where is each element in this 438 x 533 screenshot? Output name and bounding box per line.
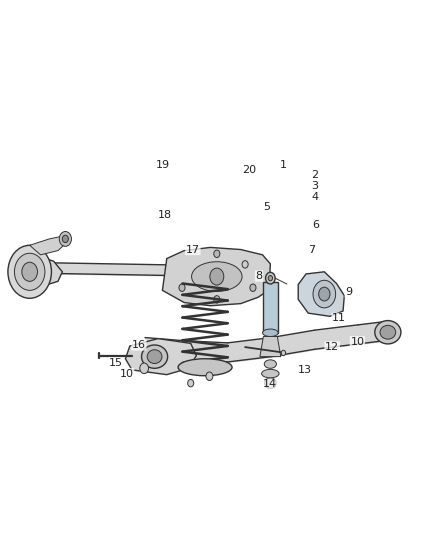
Ellipse shape	[191, 262, 242, 292]
Bar	[262, 282, 278, 333]
Circle shape	[8, 245, 51, 298]
Circle shape	[214, 296, 220, 303]
Circle shape	[14, 253, 45, 290]
Text: 13: 13	[298, 366, 312, 375]
Ellipse shape	[261, 369, 279, 378]
Circle shape	[281, 350, 286, 356]
Ellipse shape	[265, 378, 276, 389]
Circle shape	[206, 372, 213, 381]
Ellipse shape	[178, 272, 232, 289]
Ellipse shape	[264, 360, 276, 368]
Text: 11: 11	[332, 313, 346, 324]
Polygon shape	[30, 236, 67, 255]
Circle shape	[250, 284, 256, 292]
Text: 14: 14	[263, 379, 277, 389]
Text: 8: 8	[255, 271, 263, 281]
Circle shape	[319, 287, 330, 301]
Circle shape	[210, 268, 224, 285]
Circle shape	[62, 235, 68, 243]
Circle shape	[59, 231, 71, 246]
Ellipse shape	[141, 345, 168, 368]
Circle shape	[187, 379, 194, 387]
Text: 15: 15	[109, 358, 123, 368]
Ellipse shape	[178, 359, 232, 376]
Ellipse shape	[262, 329, 278, 336]
Polygon shape	[162, 247, 270, 306]
Ellipse shape	[147, 350, 162, 364]
Text: 17: 17	[186, 245, 200, 255]
Circle shape	[313, 280, 336, 308]
Text: 4: 4	[311, 191, 318, 201]
Text: 3: 3	[311, 181, 318, 191]
Circle shape	[179, 284, 185, 292]
Text: 12: 12	[325, 342, 339, 352]
Text: 9: 9	[345, 287, 352, 297]
Polygon shape	[260, 336, 281, 357]
Polygon shape	[125, 338, 196, 375]
Circle shape	[265, 272, 275, 284]
Text: 6: 6	[312, 220, 319, 230]
Circle shape	[214, 250, 220, 257]
Circle shape	[242, 261, 248, 268]
Text: 10: 10	[120, 369, 134, 378]
Polygon shape	[298, 272, 344, 317]
Circle shape	[22, 262, 38, 281]
Ellipse shape	[380, 325, 396, 339]
Text: 19: 19	[155, 160, 170, 169]
Polygon shape	[14, 257, 62, 287]
Bar	[267, 303, 273, 356]
Ellipse shape	[375, 320, 401, 344]
Text: 10: 10	[350, 337, 364, 347]
Circle shape	[140, 363, 148, 374]
Circle shape	[268, 276, 272, 281]
Text: 20: 20	[242, 165, 257, 175]
Text: 16: 16	[132, 340, 146, 350]
Text: 5: 5	[263, 202, 270, 212]
Text: 1: 1	[280, 160, 287, 169]
Text: 18: 18	[158, 209, 172, 220]
Text: 2: 2	[311, 171, 318, 180]
Text: 7: 7	[308, 245, 315, 255]
